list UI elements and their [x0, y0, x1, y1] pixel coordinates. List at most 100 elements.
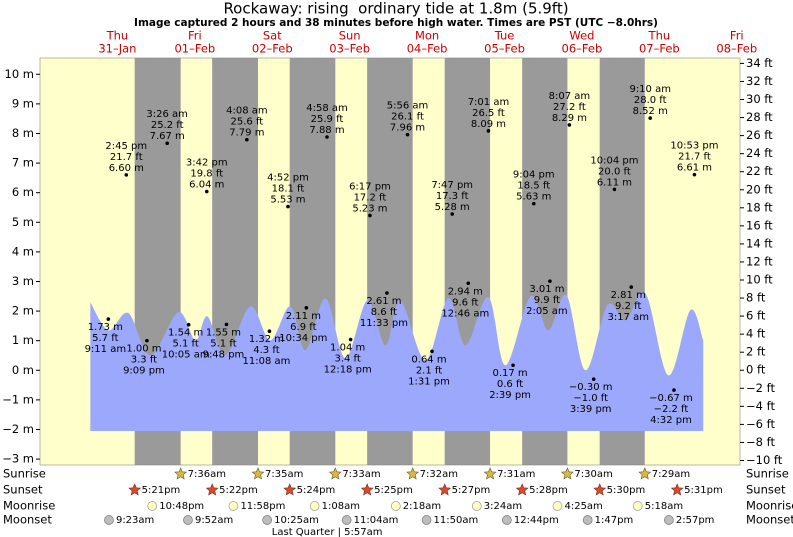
- moonset-icon: [183, 515, 193, 525]
- tide-label: 12:18 pm: [324, 364, 372, 375]
- tide-label: 4.3 ft: [253, 345, 279, 356]
- tide-label: 21.7 ft: [678, 152, 711, 163]
- sunset-icon: [283, 483, 297, 496]
- y2-tick-label: 26 ft: [746, 128, 773, 142]
- day-date: 07–Feb: [639, 42, 680, 56]
- tide-label: 8.52 m: [633, 106, 668, 117]
- tide-point: [348, 337, 353, 342]
- y-tick-label: 6 m: [12, 185, 34, 199]
- chart-subtitle: Image captured 2 hours and 38 minutes be…: [134, 17, 658, 29]
- tide-label: 20.0 ft: [598, 166, 631, 177]
- y-tick-label: 10 m: [5, 67, 35, 81]
- tide-label: 2.1 ft: [416, 365, 442, 376]
- sunset-icon: [670, 483, 684, 496]
- y-tick-label: 2 m: [12, 304, 34, 318]
- tide-point: [186, 322, 191, 327]
- day-name: Fri: [188, 29, 202, 43]
- event-time: 1:08am: [322, 501, 360, 512]
- sunrise-icon: [174, 467, 188, 480]
- y2-tick-label: −4 ft: [746, 399, 775, 413]
- tide-label: 4:08 am: [226, 106, 268, 117]
- moonset-icon: [341, 515, 352, 525]
- tide-point: [304, 306, 309, 310]
- tide-label: 5.63 m: [516, 192, 551, 203]
- event-time: 5:18am: [645, 501, 683, 512]
- event-time: 10:25am: [274, 515, 319, 526]
- tide-point: [486, 129, 491, 133]
- moonrise-icon: [309, 501, 320, 511]
- row-label: Sunset: [3, 483, 43, 497]
- tide-label: 1.54 m: [168, 328, 203, 339]
- y-tick-label: 7 m: [12, 156, 34, 170]
- y2-tick-label: 8 ft: [746, 291, 766, 305]
- tide-point: [106, 317, 111, 321]
- moonset-icon: [421, 515, 432, 525]
- tide-point: [145, 338, 149, 343]
- y2-tick-label: 2 ft: [746, 345, 766, 359]
- tide-label: 9:48 pm: [203, 349, 245, 360]
- event-time: 9:23am: [116, 515, 154, 526]
- y2-tick-label: 20 ft: [746, 182, 773, 196]
- event-time: 5:24pm: [297, 485, 336, 496]
- event-time: 5:22pm: [219, 485, 258, 496]
- y2-tick-label: 6 ft: [746, 309, 766, 323]
- y-tick-label: −2 m: [2, 422, 34, 436]
- tide-label: 18.5 ft: [517, 181, 550, 192]
- tide-point: [325, 135, 329, 139]
- tide-label: 10:53 pm: [670, 141, 718, 152]
- tide-label: 3.4 ft: [334, 353, 360, 364]
- tide-label: 1.04 m: [330, 342, 365, 353]
- moonset-icon: [104, 515, 114, 525]
- moonrise-icon: [471, 501, 482, 511]
- tide-point: [548, 279, 552, 283]
- moonset-icon: [664, 515, 674, 525]
- event-time: 9:52am: [195, 515, 233, 526]
- tide-label: 1.32 m: [249, 334, 284, 345]
- event-time: 5:25pm: [374, 485, 413, 496]
- tide-label: 10:04 pm: [590, 155, 638, 166]
- event-time: 7:32am: [420, 469, 458, 480]
- sunset-icon: [438, 483, 452, 496]
- tide-label: 17.2 ft: [354, 192, 387, 203]
- day-date: 02–Feb: [252, 42, 293, 56]
- tide-label: 7.67 m: [150, 131, 185, 142]
- y2-tick-label: 10 ft: [746, 273, 773, 287]
- day-date: 06–Feb: [562, 42, 603, 56]
- day-name: Wed: [569, 29, 594, 43]
- event-time: 3:24am: [484, 501, 522, 512]
- tide-label: 7.88 m: [309, 125, 344, 136]
- tide-label: 3:42 pm: [186, 157, 228, 168]
- event-time: 5:21pm: [142, 485, 181, 496]
- tide-point: [648, 116, 653, 120]
- moonrise-icon: [390, 501, 401, 511]
- y-tick-label: 3 m: [12, 274, 34, 288]
- tide-label: 9:09 pm: [123, 366, 165, 377]
- tide-label: 8.6 ft: [371, 307, 397, 318]
- tide-point: [629, 285, 634, 289]
- event-time: 12:44pm: [514, 515, 559, 526]
- tide-label: 7.79 m: [229, 128, 264, 139]
- day-name: Sat: [263, 29, 282, 43]
- sunset-icon: [515, 483, 529, 496]
- y2-tick-label: −2 ft: [746, 381, 775, 395]
- tide-label: 12:46 am: [441, 308, 489, 319]
- y-tick-label: −1 m: [2, 392, 34, 406]
- row-label: Sunrise: [746, 467, 789, 481]
- tide-label: 6.61 m: [677, 163, 712, 174]
- tide-label: 9:10 am: [629, 84, 671, 95]
- tide-label: 11:33 pm: [360, 318, 408, 329]
- tide-label: 2.11 m: [286, 311, 321, 322]
- tide-point: [368, 213, 372, 218]
- sunrise-icon: [328, 467, 342, 480]
- tide-label: 7:01 am: [468, 97, 510, 108]
- tide-label: 0.17 m: [492, 368, 527, 379]
- tide-label: 6.9 ft: [290, 322, 316, 333]
- event-time: 7:29am: [652, 469, 690, 480]
- day-date: 31–Jan: [98, 42, 136, 56]
- y2-tick-label: 4 ft: [746, 327, 766, 341]
- tide-label: 26.1 ft: [391, 112, 424, 123]
- y2-tick-label: 28 ft: [746, 110, 773, 124]
- moon-phase: Last Quarter | 5:57am: [272, 527, 383, 537]
- tide-label: 2:05 am: [526, 306, 568, 317]
- sunset-icon: [593, 483, 607, 496]
